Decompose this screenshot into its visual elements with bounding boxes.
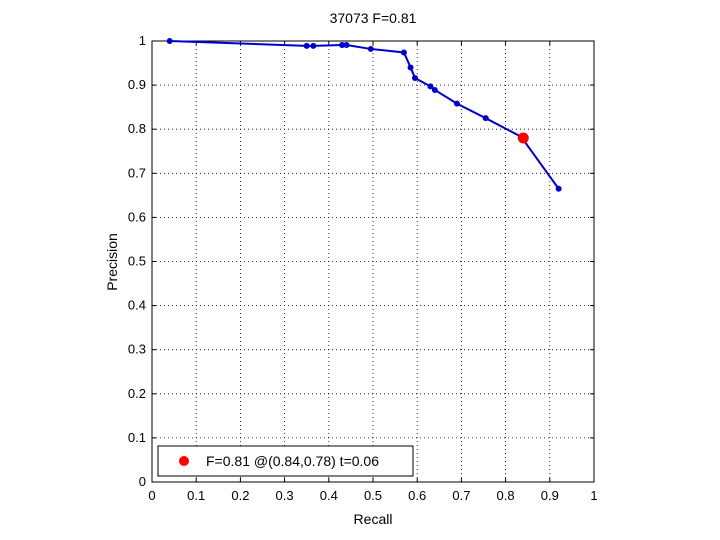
y-tick-label: 0.8 [128, 121, 146, 136]
legend-marker [179, 456, 189, 466]
legend-label: F=0.81 @(0.84,0.78) t=0.06 [206, 453, 379, 469]
y-axis-label: Precision [104, 233, 120, 291]
pr-curve-point [482, 115, 489, 122]
pr-curve-line [169, 40, 560, 190]
pr-curve-point [555, 185, 562, 192]
y-tick-label: 0.4 [128, 298, 146, 313]
y-tick-label: 1 [139, 33, 146, 48]
x-tick-label: 0 [148, 488, 155, 503]
pr-curve-point [400, 49, 407, 56]
x-tick-label: 0.3 [276, 488, 294, 503]
x-axis-label: Recall [354, 511, 393, 527]
pr-curve-point [303, 42, 310, 49]
y-tick-label: 0.3 [128, 342, 146, 357]
legend: F=0.81 @(0.84,0.78) t=0.06 [157, 445, 414, 477]
x-tick-label: 0.4 [320, 488, 338, 503]
pr-curve-point [411, 75, 418, 82]
y-tick-label: 0.6 [128, 209, 146, 224]
pr-curve-point [343, 41, 350, 48]
x-tick-label: 1 [590, 488, 597, 503]
pr-curve-point [431, 86, 438, 93]
pr-curve-point [339, 41, 346, 48]
y-tick-label: 0.9 [128, 77, 146, 92]
pr-curve-point [407, 64, 414, 71]
best-f-point [517, 132, 529, 144]
x-tick-label: 0.7 [452, 488, 470, 503]
pr-curve-point [427, 83, 434, 90]
pr-curve-point [310, 42, 317, 49]
pr-curve-point [453, 100, 460, 107]
pr-curve-point [166, 38, 173, 44]
x-tick-label: 0.5 [364, 488, 382, 503]
y-tick-label: 0.7 [128, 165, 146, 180]
x-tick-label: 0.6 [408, 488, 426, 503]
y-tick-label: 0.1 [128, 430, 146, 445]
tick-layer: 0 0.1 0.2 0.3 0.4 0.5 0.6 0.7 0.8 0.9 1 0 0.1 0.2 0.3 0… [128, 33, 598, 503]
series-layer [166, 38, 562, 192]
y-tick-label: 0.2 [128, 386, 146, 401]
pr-curve-point [367, 45, 374, 52]
legend-box [157, 445, 414, 477]
x-tick-label: 0.8 [497, 488, 515, 503]
x-tick-label: 0.2 [231, 488, 249, 503]
grid-lines [152, 41, 594, 482]
y-tick-label: 0.5 [128, 254, 146, 269]
x-tick-label: 0.9 [541, 488, 559, 503]
chart-title: 37073 F=0.81 [330, 10, 417, 26]
x-tick-label: 0.1 [187, 488, 205, 503]
y-tick-label: 0 [139, 474, 146, 489]
